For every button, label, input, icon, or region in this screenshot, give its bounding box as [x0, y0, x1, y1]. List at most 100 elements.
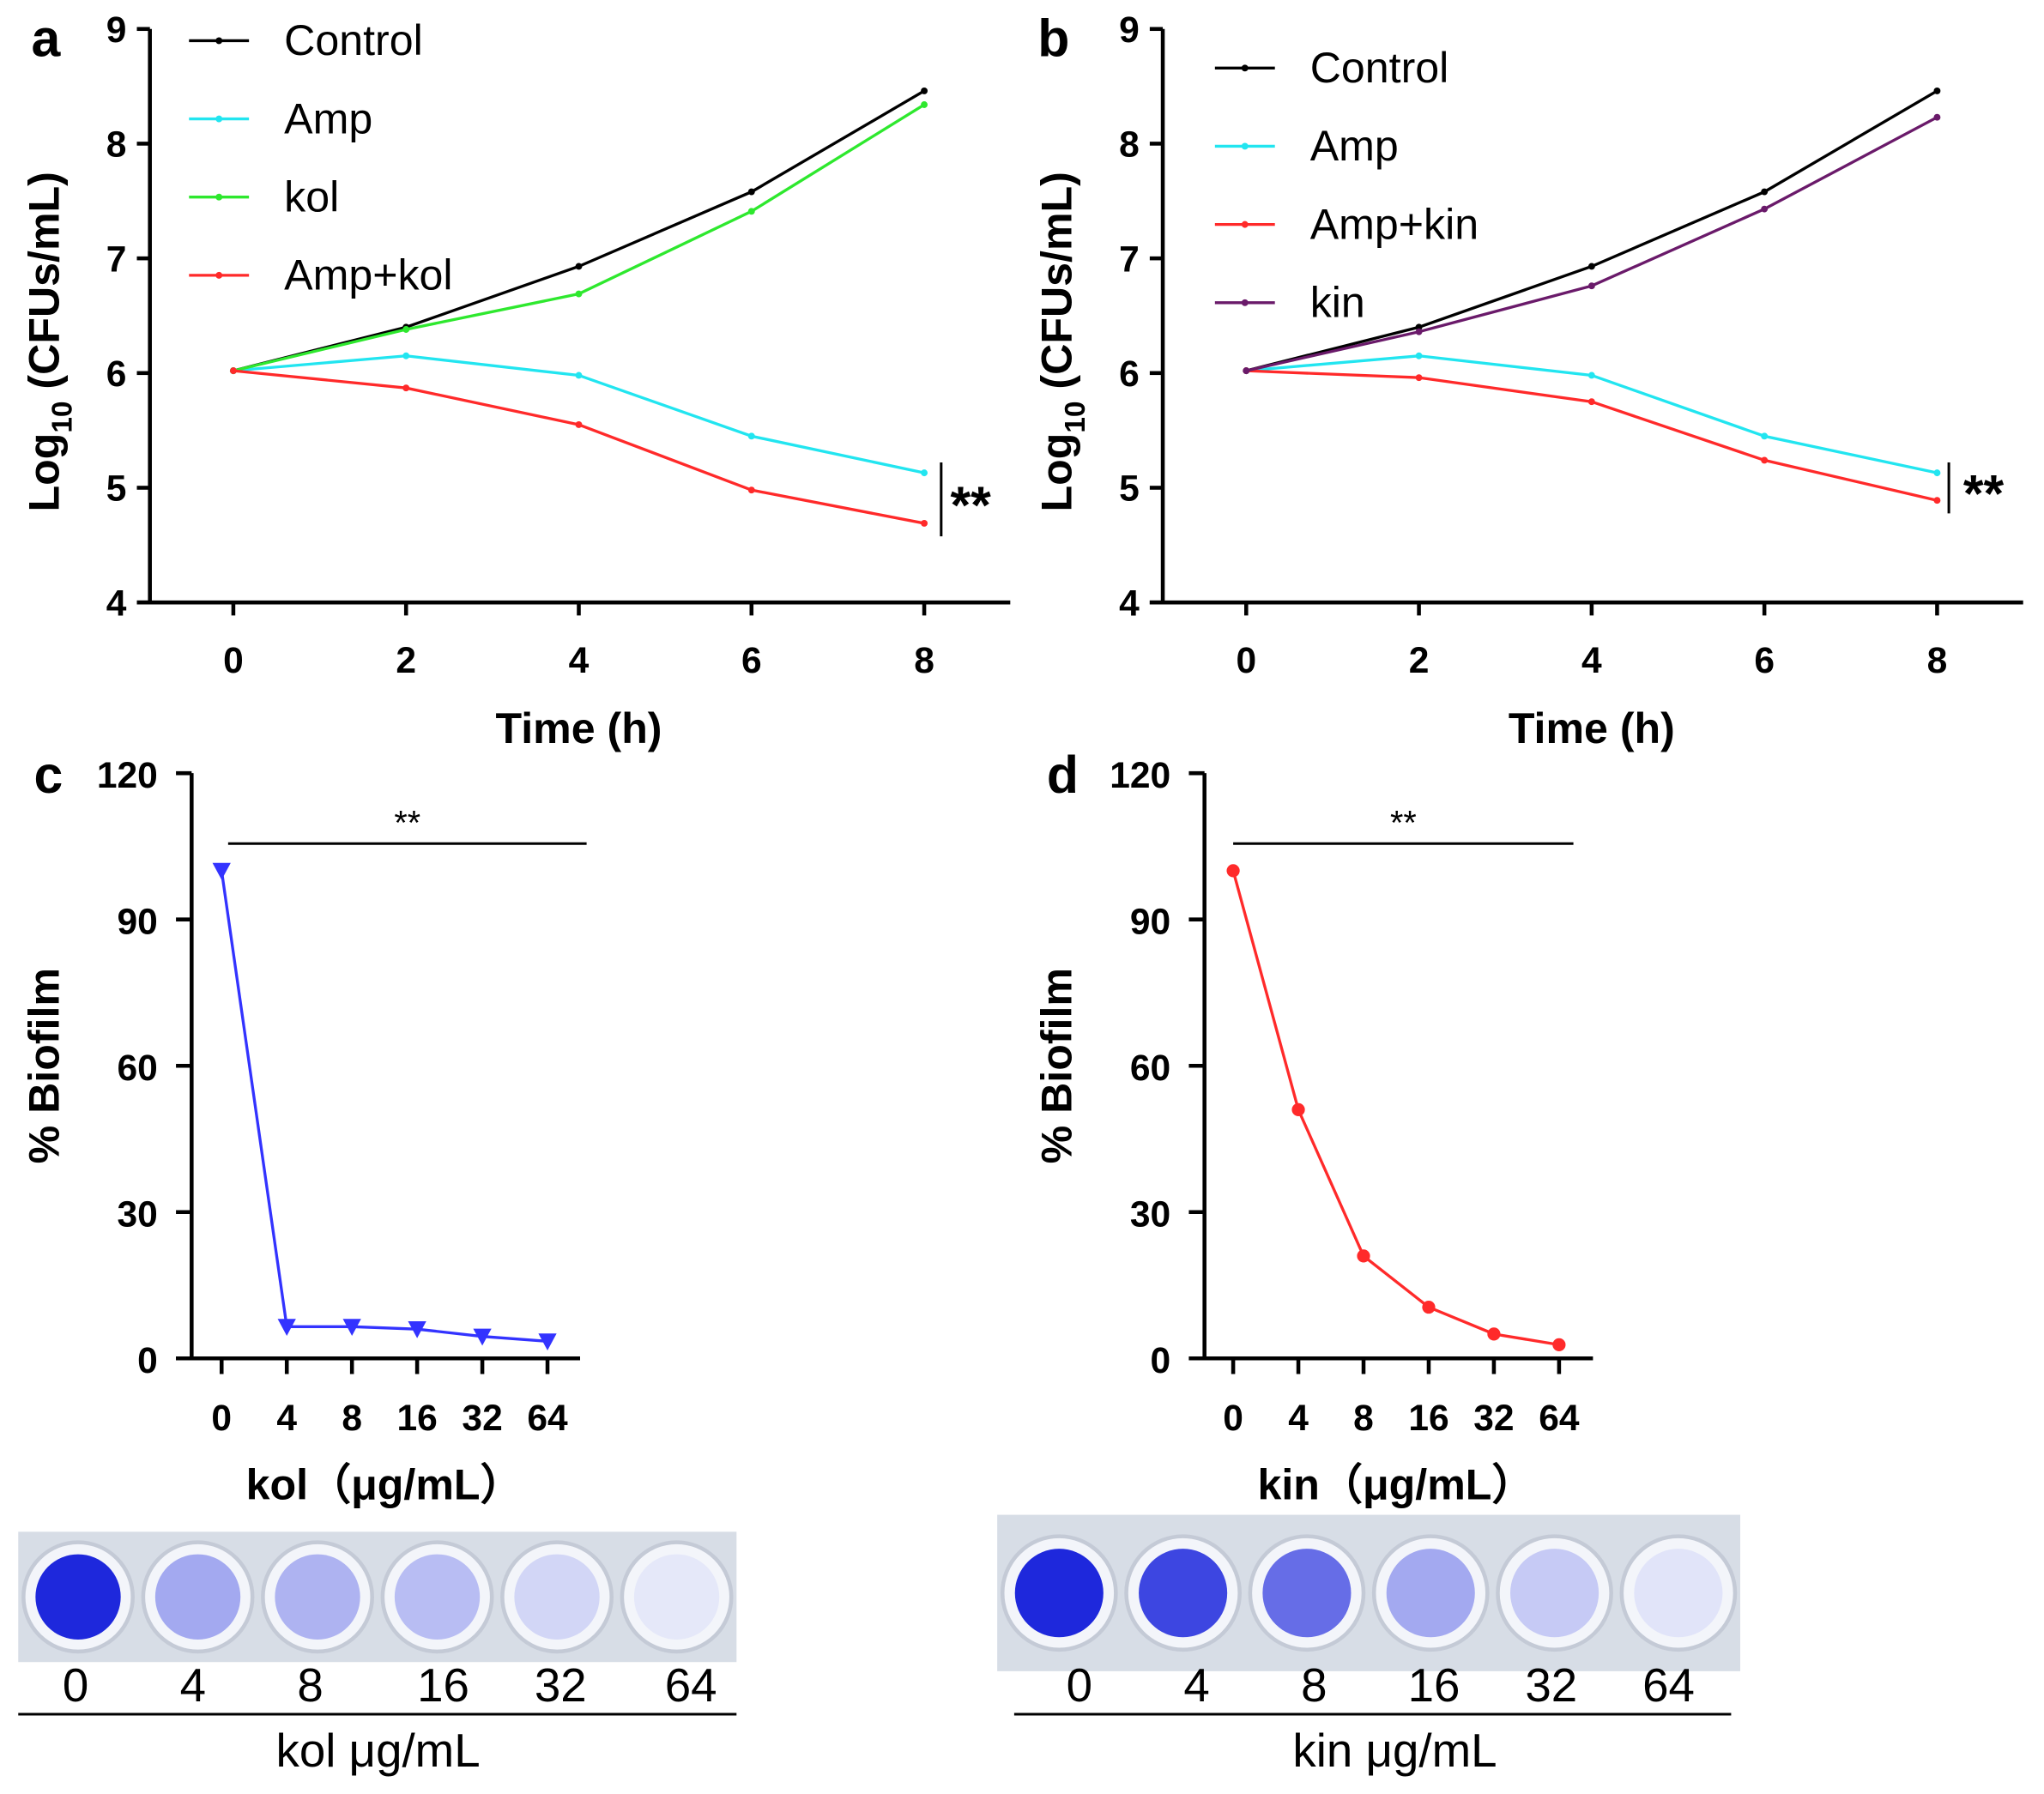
significance-label: ** [1390, 805, 1417, 843]
data-point [1415, 352, 1423, 359]
data-point [747, 432, 755, 440]
plate-photo [997, 1514, 1741, 1671]
stained-well [1014, 1549, 1104, 1638]
data-point [402, 384, 410, 392]
stained-well [633, 1554, 720, 1640]
y-tick-label: 60 [1130, 1048, 1170, 1089]
data-point [921, 519, 928, 527]
y-axis-title: Log10 (CFUs/mL) [20, 172, 78, 511]
legend-label: Amp+kol [284, 251, 452, 299]
x-axis-title: kin（μg/mL） [1257, 1460, 1534, 1508]
data-point [473, 1328, 492, 1346]
legend-marker [1241, 299, 1249, 306]
significance-label: ** [394, 805, 420, 843]
x-tick-label: 64 [1539, 1398, 1580, 1439]
x-tick-label: 6 [1754, 640, 1775, 681]
well-label: 8 [297, 1658, 323, 1712]
data-point [402, 352, 410, 359]
legend-marker [1241, 142, 1249, 150]
y-title-part: (CFUs/mL) [1033, 172, 1081, 401]
data-point [1415, 374, 1423, 382]
legend-label: Amp+kin [1310, 200, 1479, 248]
panel-a: a 4 5 6 7 8 9 0 2 4 6 8 Time (h) Log10 (CFUs/mL) Contr… [20, 9, 1011, 752]
x-axis-title: Time (h) [495, 704, 662, 752]
data-point [1933, 87, 1941, 94]
legend-label: Control [1310, 44, 1449, 92]
y-tick-label: 60 [118, 1048, 158, 1089]
y-tick-label: 4 [106, 583, 127, 624]
legend-marker [1241, 64, 1249, 72]
y-tick-label: 8 [1119, 124, 1140, 166]
y-tick-label: 90 [1130, 901, 1170, 942]
x-tick-label: 0 [1223, 1398, 1243, 1439]
x-axis-title: Time (h) [1509, 704, 1675, 752]
y-title-subscript: 10 [1060, 401, 1092, 432]
x-tick-label: 0 [211, 1398, 232, 1439]
y-axis-title: Log10 (CFUs/mL) [1033, 172, 1092, 511]
y-axis-title: % Biofilm [20, 968, 68, 1163]
data-point [1587, 371, 1595, 379]
data-point [402, 326, 410, 333]
x-tick-label: 64 [527, 1398, 568, 1439]
data-point [1933, 469, 1941, 477]
well-label: 64 [1642, 1658, 1695, 1712]
data-point [1587, 398, 1595, 406]
panel-b: b 4 5 6 7 8 9 0 2 4 6 8 Time (h) Log10 (CFUs/mL) Contr… [1033, 9, 2023, 752]
x-tick-label: 16 [1408, 1398, 1448, 1439]
y-tick-label: 9 [1119, 9, 1140, 51]
legend-label: kol [284, 172, 339, 220]
stained-well [394, 1554, 481, 1640]
y-tick-label: 6 [106, 353, 127, 395]
data-point [575, 263, 583, 270]
biofilm-plate-c: 0 4 8 16 32 64 kol μg/mL [18, 1531, 737, 1777]
significance-label: ** [1963, 464, 2005, 522]
x-tick-label: 8 [914, 640, 934, 681]
plate-unit-label: kin μg/mL [1292, 1724, 1497, 1777]
stained-well [514, 1554, 600, 1640]
stained-well [1634, 1549, 1723, 1638]
data-point [1552, 1338, 1566, 1351]
y-title-part: (CFUs/mL) [20, 172, 68, 401]
data-point [575, 290, 583, 298]
y-tick-label: 9 [106, 9, 127, 51]
data-point [1933, 113, 1941, 121]
series-line-Amp+kin [1246, 369, 1938, 502]
legend-label: Control [284, 16, 423, 64]
x-tick-label: 32 [462, 1398, 502, 1439]
x-tick-label: 32 [1473, 1398, 1514, 1439]
x-tick-label: 8 [1927, 640, 1948, 681]
series-line-Amp+kol [233, 369, 925, 525]
y-tick-label: 0 [1151, 1340, 1171, 1381]
series-line-kol [233, 103, 925, 372]
x-axis-title: kol（μg/mL） [246, 1460, 523, 1508]
data-point [1415, 328, 1423, 335]
x-tick-label: 2 [1409, 640, 1430, 681]
well-label: 16 [417, 1658, 469, 1712]
legend-label: Amp [284, 94, 372, 142]
y-tick-label: 4 [1119, 583, 1140, 624]
well-label: 0 [63, 1658, 88, 1712]
data-point [575, 371, 583, 379]
x-tick-label: 6 [741, 640, 762, 681]
panel-label: c [33, 746, 63, 804]
y-tick-label: 90 [118, 901, 158, 942]
data-point [921, 87, 928, 94]
data-point [1357, 1249, 1370, 1263]
data-point [1587, 282, 1595, 290]
x-tick-label: 16 [396, 1398, 437, 1439]
stained-well [1510, 1549, 1600, 1638]
plate-unit-label: kol μg/mL [275, 1724, 480, 1777]
legend-marker [215, 37, 223, 45]
y-tick-label: 5 [106, 468, 127, 510]
y-tick-label: 6 [1119, 353, 1140, 395]
y-tick-label: 5 [1119, 468, 1140, 510]
plate-photo [18, 1531, 737, 1663]
data-point [1761, 432, 1769, 440]
well-label: 0 [1067, 1658, 1092, 1712]
data-point [1487, 1327, 1501, 1341]
data-point [1761, 188, 1769, 196]
series-line-kin [1231, 870, 1560, 1347]
data-point [277, 1319, 296, 1336]
panel-label: a [31, 9, 61, 68]
